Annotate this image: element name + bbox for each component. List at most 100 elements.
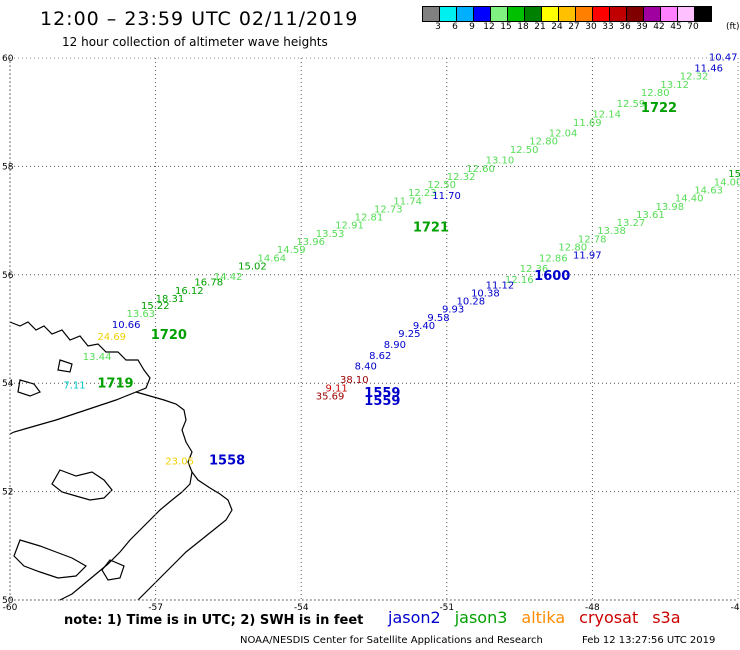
units-note: note: 1) Time is in UTC; 2) SWH is in fe… xyxy=(64,613,364,628)
wave-height-value: 24.69 xyxy=(97,332,126,343)
wave-height-value: 12.80 xyxy=(558,242,587,253)
wave-height-value: 13.61 xyxy=(636,210,665,221)
wave-height-value: 12.50 xyxy=(427,180,456,191)
axis-tick-labels: -60 -57 -54 -51 -48 -45 50 52 54 56 58 60 xyxy=(2,54,740,613)
wave-height-value: 12.60 xyxy=(466,164,495,175)
wave-height-value: 11.70 xyxy=(432,191,461,202)
lat-tick-label: 60 xyxy=(2,54,14,64)
colorbar-label: 18 xyxy=(517,22,529,32)
credit-line: NOAA/NESDIS Center for Satellite Applica… xyxy=(240,635,543,646)
wave-height-value: 11.97 xyxy=(573,251,602,262)
wave-height-value: 12.32 xyxy=(680,72,709,83)
wave-height-value: 12.80 xyxy=(529,137,558,148)
lon-tick-label: -48 xyxy=(585,603,600,613)
wave-height-value: 11.12 xyxy=(486,280,515,291)
wave-height-value: 12.36 xyxy=(520,264,549,275)
wave-height-value: 13.98 xyxy=(655,202,684,213)
colorbar-label: 33 xyxy=(602,22,614,32)
colorbar-label: 24 xyxy=(551,22,563,32)
colorbar-unit: (ft) xyxy=(726,22,740,32)
colorbar-label: 42 xyxy=(653,22,665,32)
wave-height-value: 8.40 xyxy=(355,362,377,373)
wave-height-value: 10.28 xyxy=(457,297,486,308)
map-frame xyxy=(9,57,739,601)
wave-height-value: 15.22 xyxy=(141,301,170,312)
wave-height-value: 12.91 xyxy=(335,221,364,232)
track-time-label: 1559 xyxy=(364,394,400,409)
track-time-label: 1722 xyxy=(641,101,677,116)
track-time-label: 1600 xyxy=(534,269,570,284)
lon-tick-label: -51 xyxy=(439,603,454,613)
lat-tick-label: 54 xyxy=(2,379,14,389)
colorbar-label: 39 xyxy=(636,22,648,32)
wave-height-value: 13.53 xyxy=(316,229,345,240)
colorbar-label: 12 xyxy=(483,22,495,32)
wave-height-value: 8.90 xyxy=(384,340,406,351)
colorbar-label: 70 xyxy=(687,22,699,32)
map-subtitle: 12 hour collection of altimeter wave hei… xyxy=(62,35,328,49)
wave-height-value: 14.64 xyxy=(258,253,287,264)
wave-height-value: 15.02 xyxy=(238,261,267,272)
colorbar-label: 36 xyxy=(619,22,631,32)
wave-height-value: 14.59 xyxy=(277,245,306,256)
wave-height-value: 14.00 xyxy=(714,177,740,188)
colorbar-label: 9 xyxy=(469,22,475,32)
wave-height-value: 15.18 xyxy=(728,169,740,180)
wave-height-value: 12.73 xyxy=(374,204,403,215)
map-title: 12:00 – 23:59 UTC 02/11/2019 xyxy=(40,8,359,30)
lat-tick-label: 52 xyxy=(2,488,13,498)
colorbar-label: 3 xyxy=(435,22,441,32)
track-time-label: 1559 xyxy=(364,386,400,401)
track-time-label: 1558 xyxy=(209,454,245,469)
colorbar-label: 21 xyxy=(534,22,546,32)
colorbar-label: 45 xyxy=(670,22,682,32)
colorbar xyxy=(422,6,712,22)
colorbar-label: 30 xyxy=(585,22,597,32)
wave-height-value: 13.96 xyxy=(296,237,325,248)
observation-labels: 10.4711.4612.3213.1212.8012.5912.1411.69… xyxy=(63,53,740,468)
generated-timestamp: Feb 12 13:27:56 UTC 2019 xyxy=(582,635,716,646)
lat-tick-label: 50 xyxy=(2,596,14,606)
wave-height-value: 9.25 xyxy=(398,329,420,340)
wave-height-value: 16.78 xyxy=(194,278,223,289)
satellite-legend-item: s3a xyxy=(652,608,681,627)
lat-tick-label: 56 xyxy=(2,271,14,281)
wave-height-value: 10.66 xyxy=(112,320,141,331)
satellite-legend-item: altika xyxy=(521,608,566,627)
wave-height-value: 16.12 xyxy=(175,286,204,297)
wave-height-value: 11.46 xyxy=(694,64,723,75)
wave-height-value: 35.69 xyxy=(316,391,345,402)
wave-height-value: 13.12 xyxy=(660,80,689,91)
wave-height-value: 9.40 xyxy=(413,321,435,332)
wave-height-value: 12.81 xyxy=(355,213,384,224)
lon-tick-label: -60 xyxy=(3,603,18,613)
track-time-label: 1720 xyxy=(151,328,187,343)
wave-height-value: 38.10 xyxy=(340,375,369,386)
wave-height-value: 12.78 xyxy=(578,234,607,245)
wave-height-value: 13.27 xyxy=(617,218,646,229)
satellite-legend: jason2 jason3 altika cryosat s3a xyxy=(388,608,695,627)
lon-tick-label: -57 xyxy=(148,603,163,613)
wave-height-value: 12.14 xyxy=(592,110,621,121)
wave-height-value: 7.11 xyxy=(63,381,85,392)
wave-height-value: 9.93 xyxy=(442,305,464,316)
satellite-legend-item: jason3 xyxy=(454,608,508,627)
wave-height-value: 14.42 xyxy=(214,272,243,283)
wave-height-value: 13.44 xyxy=(83,352,112,363)
track-time-label: 1719 xyxy=(97,377,133,392)
wave-height-value: 8.62 xyxy=(369,351,391,362)
colorbar-label: 15 xyxy=(500,22,512,32)
wave-height-value: 12.16 xyxy=(505,275,534,286)
lat-tick-label: 58 xyxy=(2,162,14,172)
wave-height-value: 12.86 xyxy=(539,253,568,264)
wave-height-value: 12.04 xyxy=(549,129,578,140)
wave-height-value: 12.59 xyxy=(617,99,646,110)
wave-height-value: 18.31 xyxy=(156,294,185,305)
wave-height-value: 14.40 xyxy=(675,194,704,205)
wave-height-value: 12.80 xyxy=(641,88,670,99)
wave-height-value: 12.32 xyxy=(447,172,476,183)
colorbar-label: 27 xyxy=(568,22,580,32)
wave-height-value: 13.10 xyxy=(486,156,515,167)
wave-height-value: 14.63 xyxy=(694,186,723,197)
